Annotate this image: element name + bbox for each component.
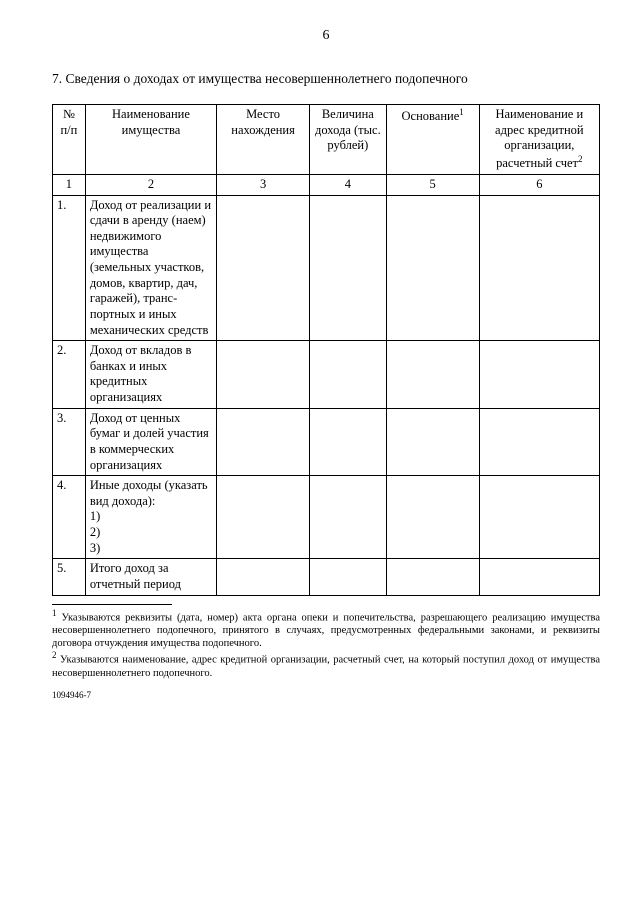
- income-table: № п/п Наименование имущества Место нахож…: [52, 104, 600, 595]
- col-num: 3: [217, 174, 310, 195]
- row-name: Доход от реали­зации и сдачи в аренду (н…: [85, 195, 216, 341]
- row-bank: [479, 476, 599, 559]
- col-header-basis: Основание1: [386, 105, 479, 175]
- row-basis: [386, 195, 479, 341]
- col-num: 1: [53, 174, 86, 195]
- row-amount: [310, 341, 387, 409]
- col-num: 2: [85, 174, 216, 195]
- footnote-1: 1 Указываются реквизиты (дата, номер) ак…: [52, 608, 600, 651]
- row-location: [217, 559, 310, 595]
- row-bank: [479, 559, 599, 595]
- row-idx: 5.: [53, 559, 86, 595]
- row-bank: [479, 195, 599, 341]
- document-page: 6 7. Сведения о доходах от имущества нес…: [0, 0, 640, 720]
- document-id: 1094946-7: [52, 690, 600, 700]
- row-idx: 3.: [53, 408, 86, 476]
- row-basis: [386, 341, 479, 409]
- row-name: Итого доход за отчетный период: [85, 559, 216, 595]
- row-idx: 1.: [53, 195, 86, 341]
- table-row: 2. Доход от вкладов в банках и иных кред…: [53, 341, 600, 409]
- row-location: [217, 476, 310, 559]
- section-title: 7. Сведения о доходах от имущества несов…: [52, 70, 600, 88]
- row-bank: [479, 408, 599, 476]
- col-header-amount: Величина дохода (тыс. рублей): [310, 105, 387, 175]
- row-basis: [386, 476, 479, 559]
- table-number-row: 1 2 3 4 5 6: [53, 174, 600, 195]
- row-amount: [310, 195, 387, 341]
- col-header-index: № п/п: [53, 105, 86, 175]
- col-num: 4: [310, 174, 387, 195]
- row-location: [217, 195, 310, 341]
- col-header-bank: Наименование и адрес кредитной организац…: [479, 105, 599, 175]
- row-location: [217, 341, 310, 409]
- row-name: Иные доходы (указать вид дохода): 1) 2) …: [85, 476, 216, 559]
- col-header-name: Наименование имущества: [85, 105, 216, 175]
- row-basis: [386, 408, 479, 476]
- page-number: 6: [52, 28, 600, 44]
- table-row: 1. Доход от реали­зации и сдачи в аренду…: [53, 195, 600, 341]
- row-basis: [386, 559, 479, 595]
- col-header-location: Место нахождения: [217, 105, 310, 175]
- row-name: Доход от ценных бумаг и долей участия в …: [85, 408, 216, 476]
- footnotes: 1 Указываются реквизиты (дата, номер) ак…: [52, 604, 600, 681]
- table-header-row: № п/п Наименование имущества Место нахож…: [53, 105, 600, 175]
- row-amount: [310, 476, 387, 559]
- row-idx: 4.: [53, 476, 86, 559]
- row-bank: [479, 341, 599, 409]
- col-num: 6: [479, 174, 599, 195]
- footnote-2: 2 Указываются наименование, адрес кредит…: [52, 650, 600, 680]
- row-idx: 2.: [53, 341, 86, 409]
- table-body: 1. Доход от реали­зации и сдачи в аренду…: [53, 195, 600, 595]
- row-amount: [310, 408, 387, 476]
- footnote-rule: [52, 604, 172, 605]
- row-location: [217, 408, 310, 476]
- row-name: Доход от вкладов в банках и иных кредитн…: [85, 341, 216, 409]
- col-num: 5: [386, 174, 479, 195]
- table-row: 5. Итого доход за отчетный период: [53, 559, 600, 595]
- table-row: 4. Иные доходы (указать вид дохода): 1) …: [53, 476, 600, 559]
- table-row: 3. Доход от ценных бумаг и долей участия…: [53, 408, 600, 476]
- row-amount: [310, 559, 387, 595]
